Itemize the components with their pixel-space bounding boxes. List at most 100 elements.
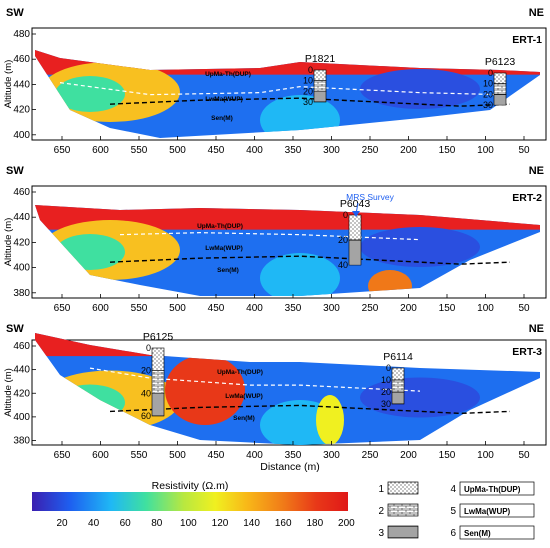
sw-label: SW (6, 7, 24, 19)
borehole-segment (391, 367, 405, 381)
unit-label: Sen(M) (211, 115, 233, 122)
borehole-segment (391, 379, 405, 393)
unit-label: LwMa(WUP) (225, 393, 263, 400)
x-tick-label: 500 (169, 450, 186, 461)
borehole-name: P1821 (305, 53, 336, 65)
x-tick-label: 350 (285, 303, 302, 314)
legend-box (459, 481, 535, 496)
interface-lower (109, 255, 511, 265)
borehole-segment (151, 347, 165, 371)
y-tick-label: 440 (13, 79, 30, 90)
borehole-segment (313, 80, 327, 92)
interface-lower (109, 404, 511, 415)
x-tick-label: 550 (131, 450, 148, 461)
interface-upper (59, 82, 501, 96)
borehole-name: P6043 (340, 198, 371, 210)
x-tick-label: 300 (323, 145, 340, 156)
borehole-segment (313, 69, 327, 81)
legend-label: Sen(M) (464, 529, 491, 538)
y-tick-label: 400 (13, 130, 30, 141)
y-tick-label: 460 (13, 54, 30, 65)
borehole-segment (151, 393, 165, 417)
x-tick-label: 200 (400, 145, 417, 156)
y-tick-label: 400 (13, 412, 30, 423)
borehole-depth: 0 (343, 210, 348, 220)
legend-number: 3 (378, 528, 384, 539)
panel-id: ERT-1 (512, 34, 542, 46)
ne-label: NE (529, 323, 544, 335)
legend-label: UpMa-Th(DUP) (464, 485, 521, 494)
colorbar-tick: 160 (275, 518, 292, 529)
borehole-name: P6123 (485, 56, 516, 68)
borehole-depth: 20 (141, 366, 151, 376)
borehole-depth: 60 (141, 411, 151, 421)
x-tick-label: 300 (323, 450, 340, 461)
sw-label: SW (6, 323, 24, 335)
x-tick-label: 250 (362, 145, 379, 156)
colorbar-title: Resistivity (Ω.m) (152, 480, 229, 492)
borehole-name: P6125 (143, 331, 174, 343)
legend-number: 1 (378, 484, 384, 495)
x-tick-label: 300 (323, 303, 340, 314)
borehole-segment (493, 72, 507, 84)
borehole-depth: 0 (488, 68, 493, 78)
x-tick-label: 550 (131, 303, 148, 314)
y-axis-label: Altitude (m) (3, 368, 14, 417)
unit-label: UpMa-Th(DUP) (217, 369, 263, 376)
x-tick-label: 650 (54, 450, 71, 461)
legend-number: 5 (450, 506, 456, 517)
unit-label: UpMa-Th(DUP) (205, 71, 251, 78)
x-tick-label: 450 (208, 303, 225, 314)
x-tick-label: 100 (477, 303, 494, 314)
panel-id: ERT-3 (512, 346, 542, 358)
x-tick-label: 150 (439, 303, 456, 314)
ne-label: NE (529, 7, 544, 19)
legend-swatch (387, 503, 419, 517)
y-tick-label: 400 (13, 263, 30, 274)
x-tick-label: 500 (169, 145, 186, 156)
colorbar (32, 492, 348, 511)
legend-number: 4 (450, 484, 456, 495)
borehole-segment (151, 370, 165, 394)
anomaly-channel (316, 395, 344, 445)
borehole-depth: 10 (303, 76, 313, 86)
legend-number: 6 (450, 528, 456, 539)
legend-label: LwMa(WUP) (464, 507, 511, 516)
colorbar-tick: 140 (243, 518, 260, 529)
x-tick-label: 250 (362, 303, 379, 314)
x-tick-label: 600 (92, 450, 109, 461)
panel-ert-1: UpMa-Th(DUP) LwMa(WUP) Sen(M) 480 460 440 420 4… (3, 7, 547, 156)
x-tick-label: 100 (477, 450, 494, 461)
colorbar-tick: 200 (338, 518, 355, 529)
borehole-segment (493, 94, 507, 106)
y-axis-label: Altitude (m) (3, 60, 14, 109)
borehole-name: P6114 (383, 351, 413, 363)
x-tick-label: 200 (400, 303, 417, 314)
panel-id: ERT-2 (512, 192, 542, 204)
unit-label: LwMa(WUP) (205, 245, 243, 252)
colorbar-tick: 40 (88, 518, 100, 529)
anomaly-west-core (55, 76, 125, 112)
borehole-depth: 20 (381, 387, 391, 397)
x-tick-label: 200 (400, 450, 417, 461)
x-axis-label: Distance (m) (260, 461, 320, 473)
colorbar-tick: 20 (56, 518, 68, 529)
borehole-depth: 30 (381, 399, 391, 409)
ne-label: NE (529, 165, 544, 177)
borehole-depth: 0 (146, 343, 151, 353)
legend-number: 2 (378, 506, 384, 517)
x-tick-label: 350 (285, 450, 302, 461)
y-tick-label: 380 (13, 436, 30, 447)
y-tick-label: 440 (13, 212, 30, 223)
x-tick-label: 50 (518, 303, 530, 314)
borehole-segment (348, 214, 362, 241)
borehole-depth: 0 (308, 65, 313, 75)
y-tick-label: 440 (13, 365, 30, 376)
borehole-depth: 40 (141, 388, 151, 398)
x-tick-label: 600 (92, 303, 109, 314)
x-tick-label: 50 (518, 145, 530, 156)
x-tick-label: 400 (246, 303, 263, 314)
x-tick-label: 600 (92, 145, 109, 156)
y-tick-label: 460 (13, 187, 30, 198)
